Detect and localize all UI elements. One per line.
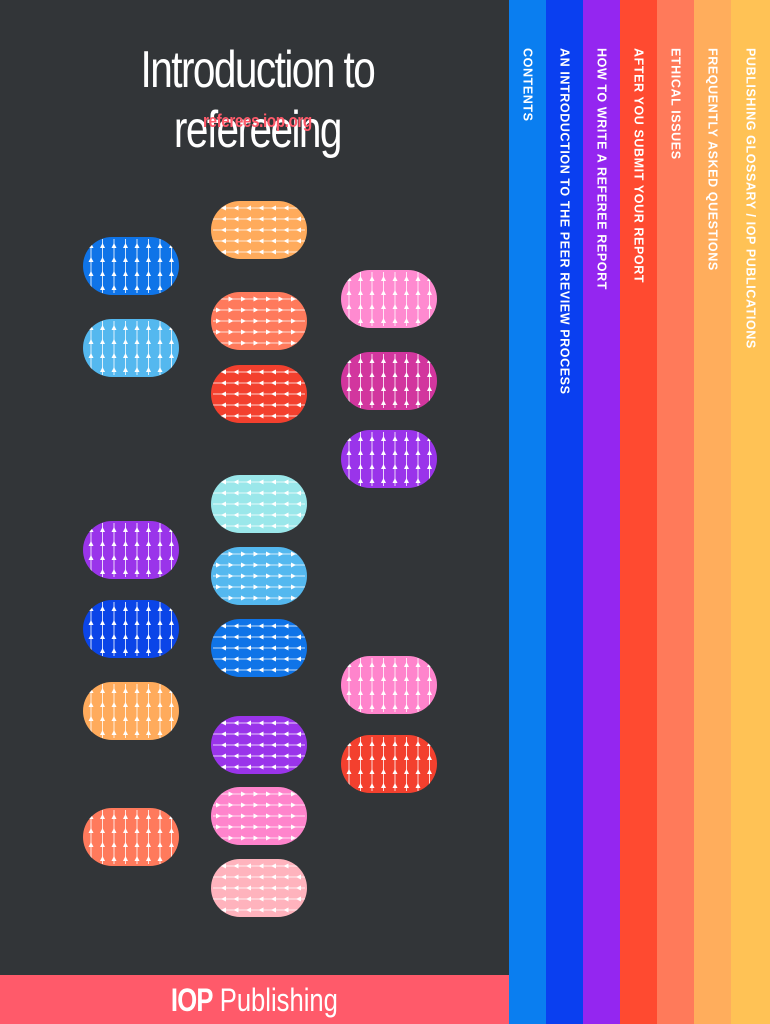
- arrow-pattern-icon: [88, 239, 174, 293]
- cover-title: Introduction to refereeing: [140, 41, 376, 159]
- tab-after-submit-label: AFTER YOU SUBMIT YOUR REPORT: [631, 48, 646, 284]
- arrow-pattern-icon: [88, 321, 174, 375]
- arrow-pattern-icon: [213, 720, 305, 770]
- decorative-pill: [83, 808, 179, 866]
- arrow-pattern-icon: [213, 551, 305, 601]
- decorative-pill: [211, 859, 307, 917]
- tab-introduction-label: AN INTRODUCTION TO THE PEER REVIEW PROCE…: [557, 48, 572, 395]
- decorative-pill: [83, 600, 179, 658]
- tab-ethical-issues-label: ETHICAL ISSUES: [668, 48, 683, 160]
- tab-faq[interactable]: FREQUENTLY ASKED QUESTIONS: [694, 0, 731, 1024]
- publisher-logo-text: Publishing: [212, 982, 338, 1018]
- arrow-pattern-icon: [346, 272, 432, 326]
- tab-ethical-issues[interactable]: ETHICAL ISSUES: [657, 0, 694, 1024]
- decorative-pill: [341, 352, 437, 410]
- publisher-logo: IOP Publishing: [51, 981, 458, 1019]
- decorative-pill: [83, 682, 179, 740]
- arrow-pattern-icon: [213, 623, 305, 673]
- arrow-pattern-icon: [88, 810, 174, 864]
- tab-write-report[interactable]: HOW TO WRITE A REFEREE REPORT: [583, 0, 620, 1024]
- decorative-pill: [211, 292, 307, 350]
- decorative-pill: [211, 475, 307, 533]
- decorative-pill: [341, 430, 437, 488]
- cover-main: Introduction to refereeing referees.iop.…: [83, 41, 437, 917]
- arrow-pattern-icon: [346, 658, 432, 712]
- arrow-pattern-icon: [346, 354, 432, 408]
- tab-after-submit[interactable]: AFTER YOU SUBMIT YOUR REPORT: [620, 0, 657, 1024]
- decorative-pill: [341, 735, 437, 793]
- decorative-pill: [83, 521, 179, 579]
- decorative-pill: [211, 201, 307, 259]
- tab-write-report-label: HOW TO WRITE A REFEREE REPORT: [594, 48, 609, 290]
- arrow-pattern-icon: [213, 791, 305, 841]
- tab-glossary-label: PUBLISHING GLOSSARY / IOP PUBLICATIONS: [743, 48, 758, 349]
- arrow-pattern-icon: [213, 479, 305, 529]
- cover-url[interactable]: referees.iop.org: [202, 111, 312, 131]
- decorative-pill: [211, 716, 307, 774]
- tab-introduction[interactable]: AN INTRODUCTION TO THE PEER REVIEW PROCE…: [546, 0, 583, 1024]
- arrow-pattern-icon: [213, 205, 305, 255]
- arrow-pattern-icon: [213, 369, 305, 419]
- decorative-pill: [211, 619, 307, 677]
- arrow-pattern-icon: [88, 602, 174, 656]
- tab-faq-label: FREQUENTLY ASKED QUESTIONS: [705, 48, 720, 271]
- tab-contents-label: CONTENTS: [520, 48, 535, 122]
- arrow-pattern-icon: [213, 863, 305, 913]
- arrow-pattern-icon: [88, 523, 174, 577]
- arrow-pattern-icon: [88, 684, 174, 738]
- decorative-pill: [211, 547, 307, 605]
- decorative-pill: [211, 787, 307, 845]
- decorative-pill: [83, 237, 179, 295]
- tab-glossary[interactable]: PUBLISHING GLOSSARY / IOP PUBLICATIONS: [731, 0, 770, 1024]
- decorative-pill: [341, 656, 437, 714]
- arrow-pattern-icon: [346, 432, 432, 486]
- footer-bar: IOP Publishing: [0, 975, 509, 1024]
- arrow-pattern-icon: [213, 296, 305, 346]
- publisher-logo-bold: IOP: [170, 982, 214, 1018]
- decorative-pill: [83, 319, 179, 377]
- arrow-pattern-icon: [346, 737, 432, 791]
- decorative-pill: [211, 365, 307, 423]
- tab-contents[interactable]: CONTENTS: [509, 0, 546, 1024]
- decorative-pill: [341, 270, 437, 328]
